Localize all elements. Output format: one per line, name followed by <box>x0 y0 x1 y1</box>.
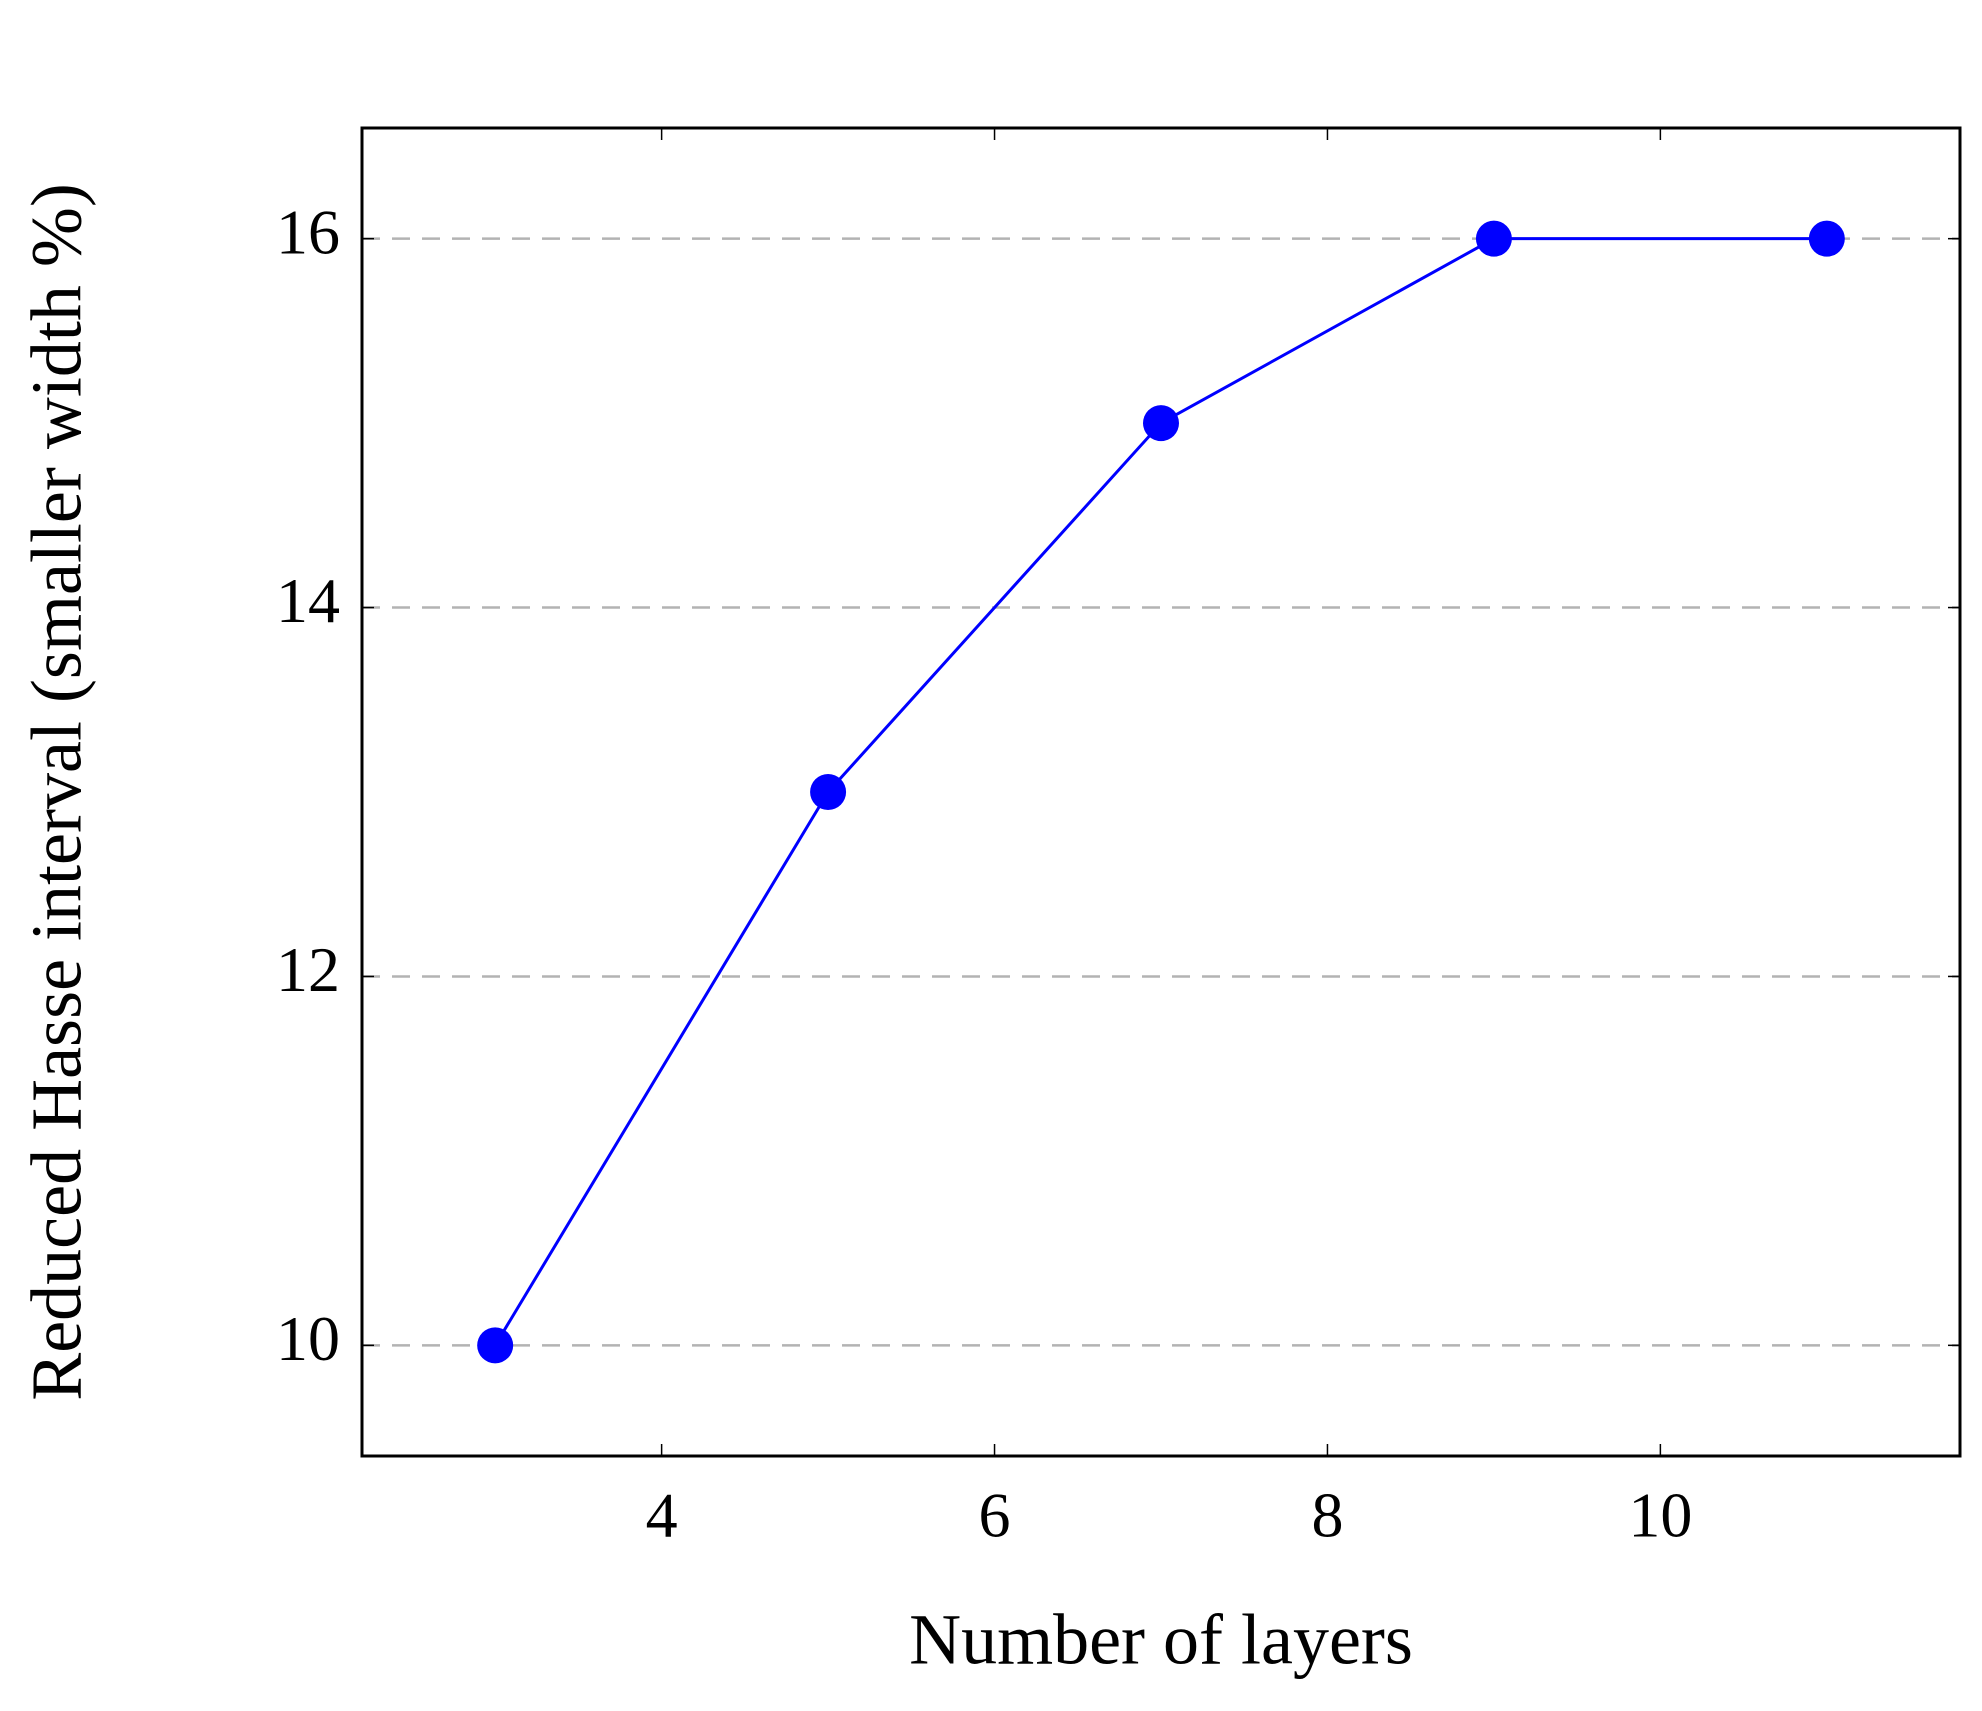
data-point <box>1475 220 1512 257</box>
data-point <box>810 774 847 810</box>
y-tick-label: 16 <box>276 196 340 267</box>
x-tick-label: 4 <box>646 1480 678 1551</box>
plot-frame <box>360 126 1962 1458</box>
x-tick-label: 6 <box>979 1480 1011 1551</box>
data-point <box>1143 405 1179 442</box>
y-tick-label: 12 <box>276 934 340 1005</box>
x-axis-label: Number of layers <box>909 1600 1413 1680</box>
data-point <box>477 1327 514 1364</box>
y-axis-label: Reduced Hasse interval (smaller width %) <box>17 183 97 1401</box>
x-tick-label: 10 <box>1628 1480 1692 1551</box>
data-point <box>1808 220 1845 257</box>
y-tick-label: 14 <box>276 565 340 636</box>
x-tick-label: 8 <box>1311 1480 1343 1551</box>
series-line <box>493 237 1827 1347</box>
y-tick-label: 10 <box>276 1303 340 1374</box>
